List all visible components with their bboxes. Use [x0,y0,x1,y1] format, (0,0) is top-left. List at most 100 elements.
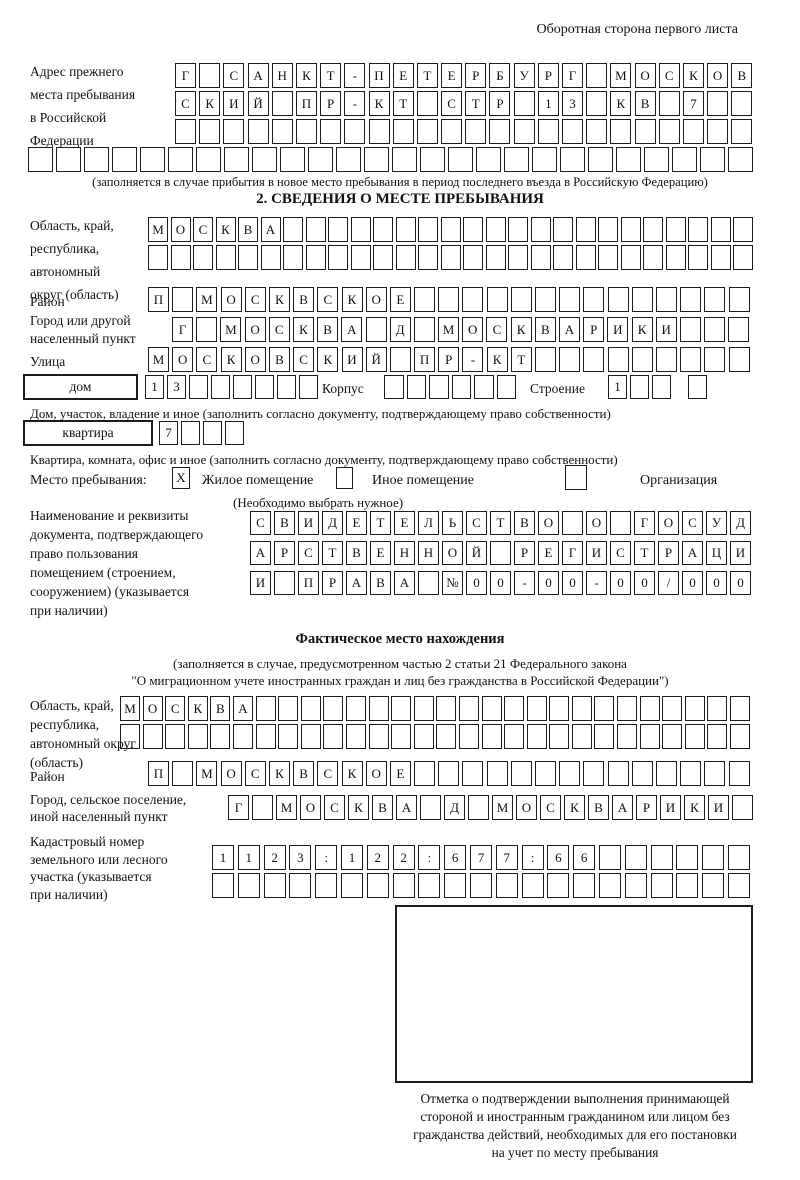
char-cell: К [610,91,632,116]
stay-type-checkbox-other[interactable] [336,467,353,489]
char-cell [553,245,573,270]
char-cell [196,317,218,342]
stroenie-cells[interactable]: 1 [608,375,710,399]
char-cell [504,696,525,721]
char-cell [148,245,168,270]
char-cell [562,511,583,535]
prev-address-row-3[interactable] [175,119,756,144]
char-cell [199,63,221,88]
char-cell [142,724,163,749]
char-cell: К [564,795,585,820]
char-cell [170,245,191,270]
char-cell: Р [514,541,535,565]
char-cell: 0 [538,571,559,595]
char-cell: А [394,571,415,595]
char-cell [187,724,208,749]
char-cell [617,696,638,721]
char-cell: 6 [444,845,467,870]
char-cell: Т [392,91,414,116]
char-cell: Т [465,91,487,116]
char-cell [549,696,570,721]
char-cell: Р [274,541,295,565]
char-cell: Р [583,317,605,342]
char-cell [305,217,326,242]
char-cell [392,147,417,172]
char-cell [634,119,656,144]
char-cell [458,724,479,749]
char-cell [490,541,511,565]
char-cell: Й [466,541,487,565]
char-cell [395,217,416,242]
char-cell [535,761,556,786]
korpus-cells[interactable] [384,375,519,399]
char-cell [489,119,511,144]
stroenie-label: Строение [530,381,585,396]
char-cell: Т [416,63,438,88]
char-cell: А [682,541,703,565]
char-cell [465,119,487,144]
char-cell: Е [392,63,414,88]
char-cell: : [521,845,544,870]
apartment-cells[interactable]: 7 [159,421,247,445]
char-cell: М [148,347,169,372]
char-cell: М [220,317,242,342]
fact-region-label: Область, край, республика, автономный ок… [30,698,136,770]
char-cell [560,147,585,172]
char-cell [463,217,483,242]
char-cell [373,217,393,242]
char-cell [676,845,699,870]
char-cell [702,873,725,898]
char-cell: В [293,761,315,786]
char-cell [586,119,608,144]
char-cell [730,724,751,749]
char-cell [28,147,53,172]
char-cell [458,696,479,721]
char-cell [631,287,653,312]
char-cell: Г [228,795,249,820]
char-cell [406,375,426,399]
stay-type-checkbox-residential[interactable]: X [172,467,190,489]
char-cell: Е [538,541,559,565]
char-cell [436,724,457,749]
char-cell [212,873,234,898]
char-cell: 0 [490,571,511,595]
char-cell [707,119,729,144]
char-cell [418,245,438,270]
stay-type-checkbox-organization[interactable] [565,465,587,490]
char-cell: И [655,317,677,342]
char-cell: К [220,347,242,372]
char-cell: 3 [167,375,186,399]
char-cell [224,147,249,172]
char-cell [679,317,701,342]
char-cell: П [295,91,317,116]
char-cell: О [365,287,387,312]
char-cell: А [232,696,253,721]
char-cell: Д [730,511,751,535]
fact-region-row-2[interactable] [120,724,753,749]
char-cell [413,696,434,721]
char-cell: К [631,317,653,342]
char-cell: И [586,541,607,565]
char-cell [496,375,516,399]
region-row-2[interactable] [148,245,756,270]
char-cell [392,873,415,898]
char-cell: О [586,511,607,535]
prev-address-row-4[interactable] [28,147,756,172]
cadastral-row-2[interactable] [212,873,754,898]
char-cell [510,287,532,312]
document-row-3[interactable]: И П Р А В А № 0 0-0 0-0 0/0 0 0 [250,571,754,595]
char-cell [598,845,621,870]
